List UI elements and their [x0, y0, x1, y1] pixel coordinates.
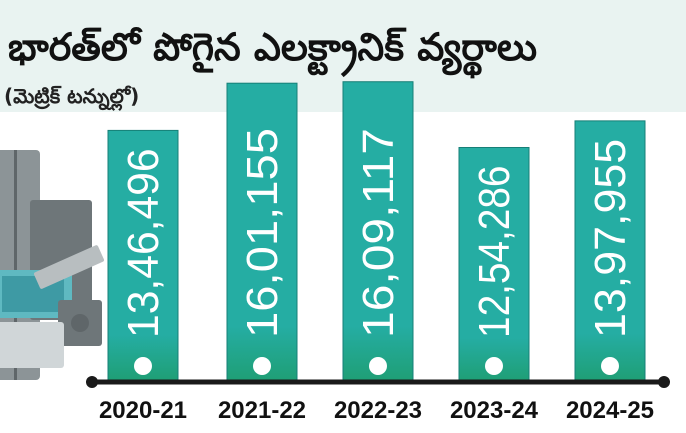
chart-subtitle: (మెట్రిక్ టన్నుల్లో)	[4, 84, 139, 111]
bar-value-label: 13,97,955	[586, 139, 635, 338]
bar-value-label: 12,54,286	[470, 165, 519, 338]
bar-dot-2020-21	[134, 357, 152, 375]
fridge-door-line	[14, 150, 17, 380]
x-tick-label: 2021-22	[218, 397, 306, 424]
axis-end-dot-right	[658, 376, 670, 388]
bar-2021-22	[226, 82, 298, 381]
appliances-illustration	[0, 150, 104, 380]
bar-dot-2021-22	[253, 357, 271, 375]
axis-end-dot-left	[86, 376, 98, 388]
bar-2023-24	[458, 146, 530, 381]
bar-value-label: 16,01,155	[238, 128, 287, 338]
bars-group: 13,46,496 16,01,155 16,09,117 12,54,286 13,9…	[107, 81, 646, 381]
x-tick-label: 2020-21	[99, 397, 187, 424]
bar-dot-2023-24	[485, 357, 503, 375]
bar-value-label: 13,46,496	[119, 148, 168, 338]
knob-shape	[71, 314, 89, 332]
bar-2024-25	[574, 120, 646, 381]
bar-2022-23	[342, 81, 414, 381]
bar-dot-2024-25	[601, 357, 619, 375]
x-tick-labels: 2020-21 2021-22 2022-23 2023-24 2024-25	[99, 397, 654, 424]
tv-shape	[0, 322, 64, 368]
x-tick-label: 2022-23	[334, 397, 422, 424]
bar-value-label: 16,09,117	[354, 128, 403, 338]
x-tick-label: 2024-25	[566, 397, 654, 424]
x-tick-label: 2023-24	[450, 397, 539, 424]
keyboard-shape	[34, 245, 104, 289]
bar-dot-2022-23	[369, 357, 387, 375]
bar-2020-21	[107, 129, 179, 381]
